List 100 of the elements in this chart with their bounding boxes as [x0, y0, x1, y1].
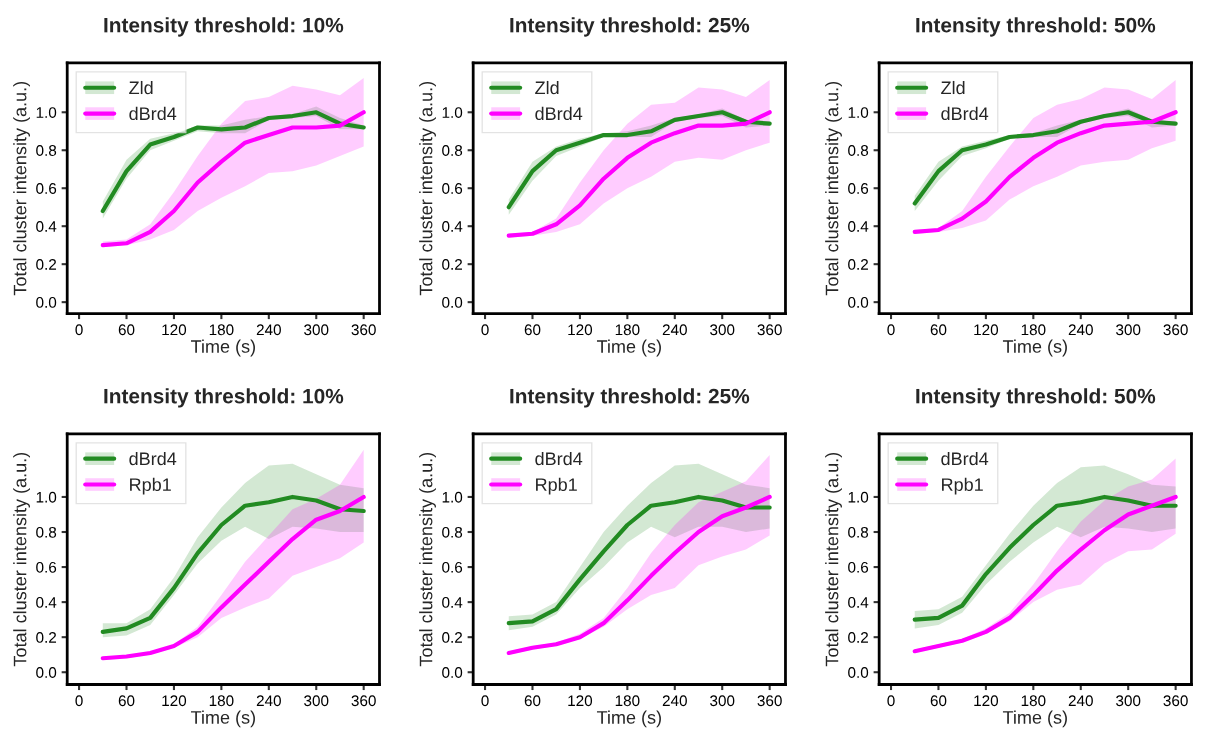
y-tick-label: 0.0 [36, 667, 57, 678]
x-tick-label: 0 [75, 695, 83, 707]
legend-label: dBrd4 [941, 106, 989, 121]
line-series [506, 494, 772, 656]
x-tick-label: 300 [710, 695, 735, 707]
y-tick-label: 0.2 [442, 632, 462, 643]
legend-label: Zld [941, 80, 965, 95]
legend-label: Rpb1 [130, 477, 171, 495]
x-tick-label: 180 [1021, 695, 1046, 707]
legend-label: dBrd4 [535, 451, 583, 466]
line-series [100, 494, 366, 635]
y-tick-label: 0.0 [848, 297, 869, 308]
y-tick-label: 0.8 [442, 526, 463, 538]
y-tick-label: 0.2 [36, 632, 57, 643]
y-tick-label: 0.4 [848, 596, 869, 608]
y-tick-label: 0.4 [848, 221, 869, 232]
x-tick-label: 360 [1163, 324, 1188, 336]
x-tick-label: 360 [1163, 695, 1188, 707]
x-tick-label: 0 [481, 695, 489, 707]
line-series [912, 494, 1178, 654]
y-axis-title: Total cluster intensity (a.u.) [825, 452, 842, 667]
x-axis-title: Time (s) [596, 710, 661, 728]
y-tick-label: 0.4 [36, 221, 57, 232]
x-tick-label: 180 [615, 695, 640, 707]
x-tick-label: 240 [256, 324, 281, 336]
line-series [100, 494, 366, 661]
legend-label: Zld [129, 80, 153, 95]
x-tick-label: 60 [118, 324, 135, 336]
x-tick-label: 300 [1116, 324, 1141, 336]
chart-title: Intensity threshold: 10% [104, 388, 344, 408]
x-tick-label: 300 [304, 324, 329, 336]
y-tick-label: 0.2 [442, 259, 462, 270]
y-axis-title: Total cluster intensity (a.u.) [825, 81, 842, 296]
y-tick-label: 1.0 [442, 107, 463, 118]
legend-label: Rpb1 [536, 477, 577, 495]
x-tick-label: 240 [256, 695, 281, 707]
x-tick-label: 300 [1116, 695, 1141, 707]
x-tick-label: 0 [887, 695, 895, 707]
y-tick-label: 0.6 [442, 183, 463, 194]
y-tick-label: 0.6 [848, 561, 869, 573]
y-tick-label: 0.2 [848, 259, 868, 270]
y-tick-label: 0.6 [848, 183, 869, 194]
y-tick-label: 1.0 [36, 107, 57, 118]
y-tick-label: 0.8 [442, 145, 463, 156]
x-tick-label: 180 [209, 695, 234, 707]
x-tick-label: 0 [481, 324, 489, 336]
x-tick-label: 180 [1021, 324, 1046, 336]
x-tick-label: 120 [568, 695, 593, 707]
x-tick-label: 360 [351, 695, 376, 707]
legend-label: Rpb1 [942, 477, 983, 495]
line-series [506, 494, 772, 626]
y-tick-label: 1.0 [36, 491, 57, 503]
y-tick-label: 0.0 [36, 297, 57, 308]
chart-title: Intensity threshold: 25% [510, 17, 750, 37]
y-tick-label: 0.8 [36, 526, 57, 538]
x-tick-label: 0 [887, 324, 895, 336]
legend-label: dBrd4 [129, 451, 177, 466]
x-tick-label: 120 [568, 324, 593, 336]
x-tick-label: 60 [524, 324, 541, 336]
x-tick-label: 360 [757, 695, 782, 707]
legend-label: dBrd4 [941, 451, 989, 466]
x-tick-label: 120 [974, 324, 999, 336]
x-tick-label: 180 [209, 324, 234, 336]
x-tick-label: 60 [118, 695, 135, 707]
legend-label: dBrd4 [129, 106, 177, 121]
y-tick-label: 0.2 [36, 259, 57, 270]
legend-label: Zld [535, 80, 559, 95]
x-tick-label: 240 [662, 324, 687, 336]
chart-title: Intensity threshold: 25% [510, 388, 750, 408]
x-tick-label: 60 [930, 324, 947, 336]
y-tick-label: 0.0 [848, 667, 869, 678]
chart-title: Intensity threshold: 50% [916, 17, 1156, 37]
x-tick-label: 60 [524, 695, 541, 707]
y-tick-label: 1.0 [848, 107, 869, 118]
x-tick-label: 120 [162, 695, 187, 707]
x-tick-label: 240 [662, 695, 687, 707]
y-tick-label: 0.0 [442, 667, 463, 678]
y-tick-label: 0.8 [36, 145, 57, 156]
y-tick-label: 0.4 [442, 596, 463, 608]
x-axis-title: Time (s) [191, 710, 255, 728]
y-tick-label: 0.6 [36, 183, 57, 194]
y-axis-title: Total cluster intensity (a.u.) [13, 452, 30, 667]
y-axis-title: Total cluster intensity (a.u.) [13, 81, 30, 296]
y-tick-label: 0.0 [442, 297, 463, 308]
x-tick-label: 0 [75, 324, 83, 336]
x-tick-label: 300 [710, 324, 735, 336]
chart-title: Intensity threshold: 10% [104, 17, 344, 37]
y-tick-label: 0.4 [442, 221, 463, 232]
y-tick-label: 0.8 [848, 526, 869, 538]
x-axis-title: Time (s) [596, 339, 661, 357]
x-axis-title: Time (s) [1002, 339, 1067, 357]
x-tick-label: 360 [757, 324, 782, 336]
y-tick-label: 0.4 [36, 596, 57, 608]
x-tick-label: 240 [1068, 695, 1093, 707]
x-tick-label: 300 [304, 695, 329, 707]
x-tick-label: 180 [615, 324, 640, 336]
y-axis-title: Total cluster intensity (a.u.) [419, 452, 436, 667]
chart-title: Intensity threshold: 50% [916, 388, 1156, 408]
x-tick-label: 240 [1068, 324, 1093, 336]
y-tick-label: 1.0 [848, 491, 869, 503]
